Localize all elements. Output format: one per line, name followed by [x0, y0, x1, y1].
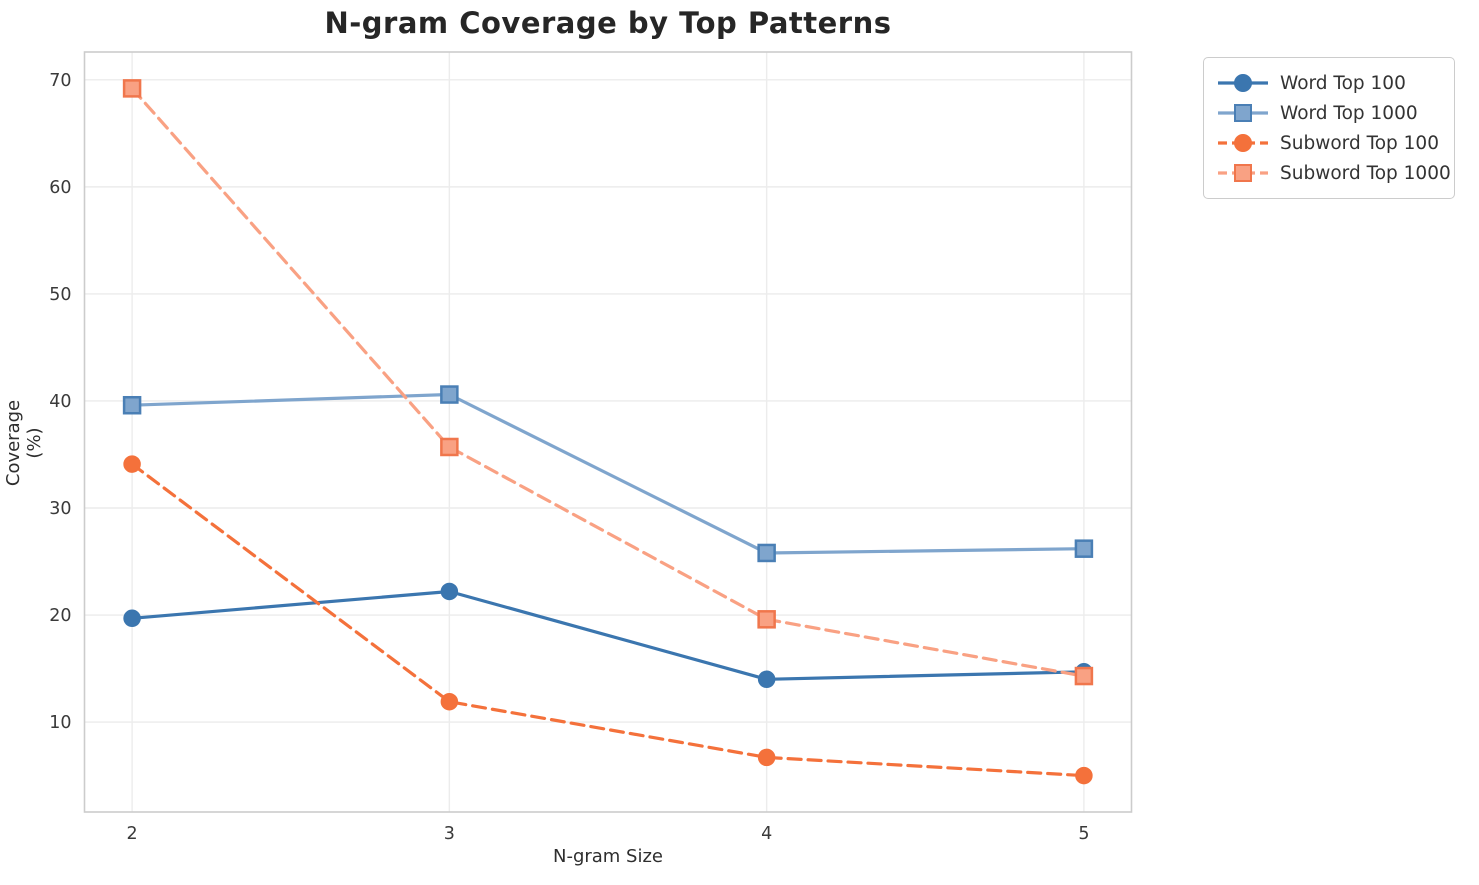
data-point-marker — [122, 395, 142, 415]
data-point-marker — [440, 692, 459, 711]
x-axis-label: N-gram Size — [552, 846, 664, 867]
data-point-marker — [1074, 539, 1094, 558]
legend-label: Word Top 1000 — [1280, 102, 1418, 124]
y-axis-label: Coverage (%) — [3, 399, 45, 487]
y-tick-label: 30 — [49, 499, 71, 519]
data-point-marker — [757, 748, 776, 767]
data-point-marker — [757, 543, 776, 563]
y-tick-label: 70 — [49, 71, 71, 91]
legend-label: Subword Top 100 — [1280, 132, 1439, 154]
legend-entry: Subword Top 100 — [1216, 128, 1440, 158]
y-tick-label: 40 — [49, 392, 71, 412]
x-tick-label: 3 — [444, 824, 455, 844]
x-tick-label: 2 — [127, 824, 138, 844]
data-point-marker — [1074, 666, 1094, 686]
axes-background — [84, 52, 1132, 812]
x-tick-label: 4 — [761, 824, 772, 844]
legend-entry: Subword Top 1000 — [1216, 158, 1451, 188]
plot-border — [83, 51, 1133, 813]
x-tick-label: 5 — [1078, 824, 1089, 844]
data-point-marker — [757, 610, 776, 629]
y-tick-label: 60 — [49, 178, 71, 198]
y-tick-label: 10 — [49, 713, 71, 733]
series-line-4 — [130, 86, 1086, 678]
data-point-marker — [440, 385, 459, 404]
data-point-marker — [1075, 766, 1093, 785]
series-line-1 — [130, 589, 1086, 681]
data-point-marker — [123, 455, 141, 473]
data-point-marker — [440, 582, 459, 601]
data-point-marker — [122, 79, 142, 98]
legend-label: Subword Top 1000 — [1280, 162, 1451, 184]
series-line-2 — [130, 392, 1086, 555]
legend-label: Word Top 100 — [1280, 72, 1406, 94]
data-point-marker — [757, 670, 776, 689]
chart-title: N-gram Coverage by Top Patterns — [324, 6, 892, 40]
legend: Word Top 100 Word Top 1000 Subword Top 100… — [1203, 57, 1455, 199]
legend-sample-square-icon — [1218, 164, 1268, 182]
legend-entry: Word Top 1000 — [1216, 98, 1440, 128]
legend-sample-circle-icon — [1218, 134, 1268, 152]
legend-entry: Word Top 100 — [1216, 68, 1440, 98]
data-point-marker — [123, 609, 141, 628]
y-tick-label: 20 — [49, 606, 71, 626]
y-tick-label: 50 — [49, 285, 71, 305]
data-point-marker — [440, 437, 459, 457]
legend-sample-circle-icon — [1218, 74, 1268, 92]
legend-sample-square-icon — [1218, 104, 1268, 122]
